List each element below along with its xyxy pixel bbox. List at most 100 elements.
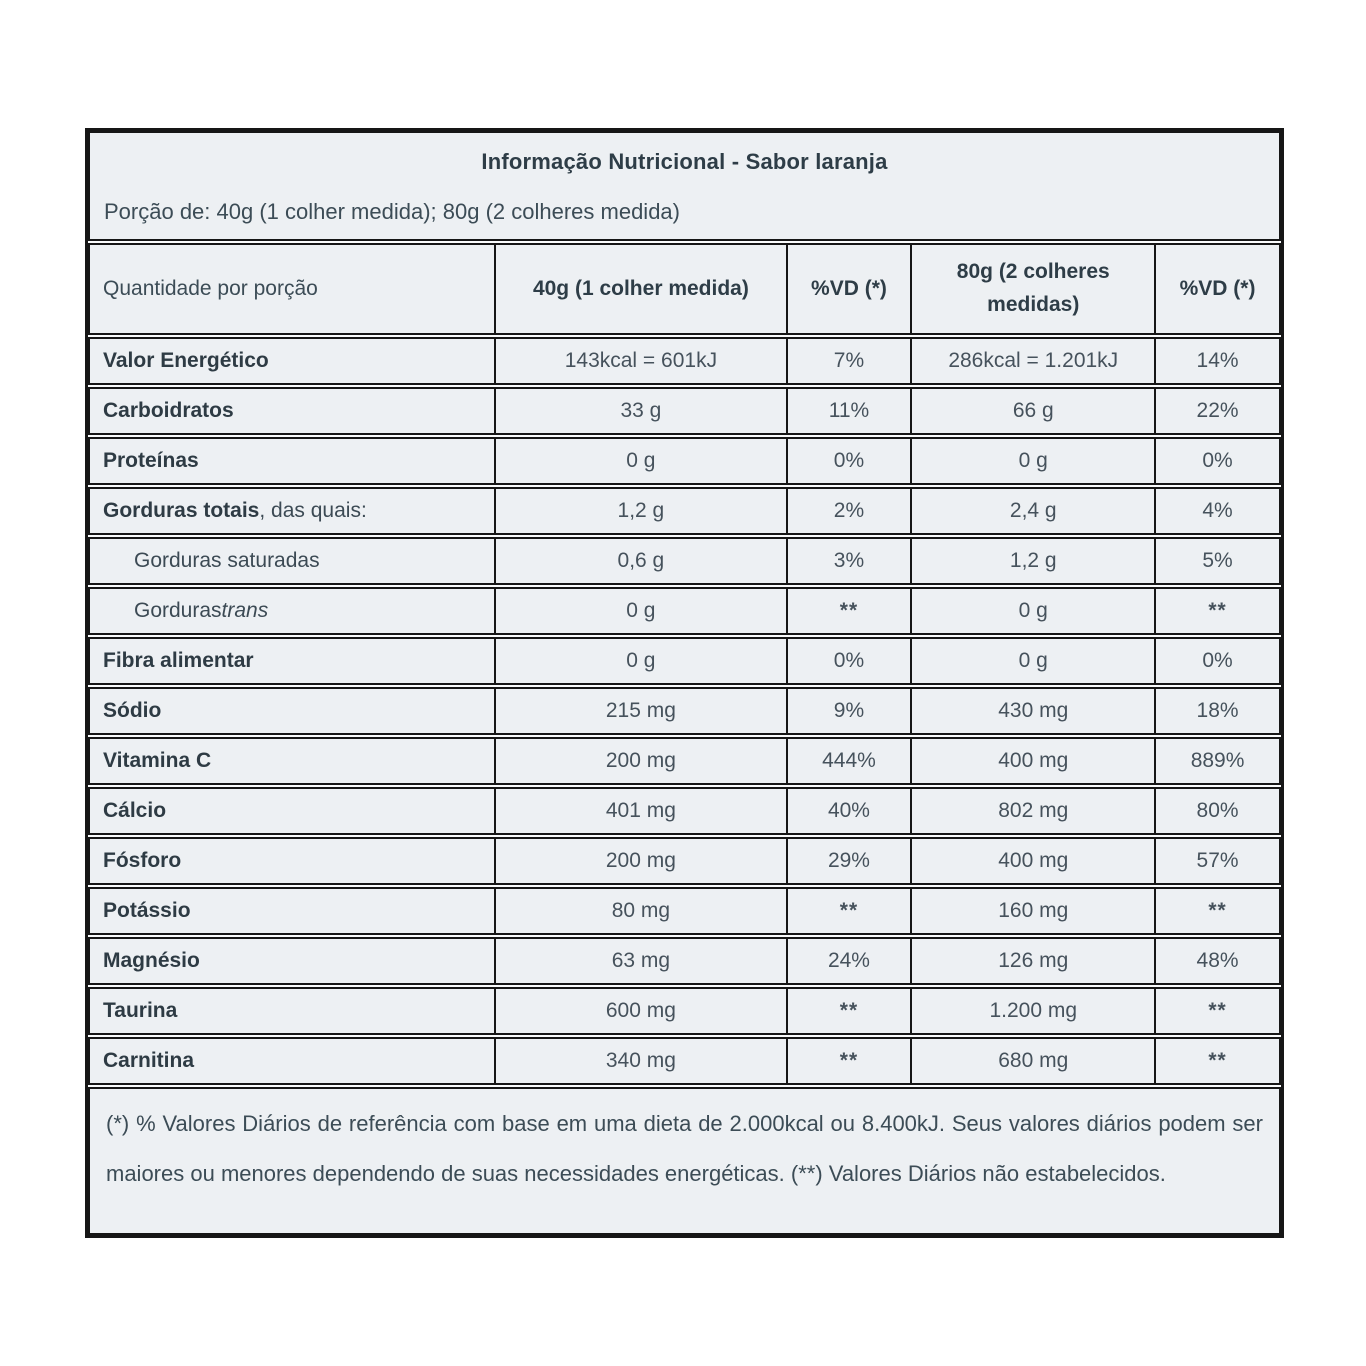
vd-percent-40g: 11%	[785, 389, 911, 433]
value-80g: 286kcal = 1.201kJ	[910, 339, 1154, 383]
vd-percent-40g: **	[785, 1039, 911, 1083]
vd-percent-40g: 3%	[785, 539, 911, 583]
row-label: Magnésio	[90, 939, 494, 983]
table-row: Proteínas 0 g 0% 0 g 0%	[88, 437, 1281, 485]
header-40g-serving: 40g (1 colher medida)	[494, 245, 785, 333]
row-label-bold: Proteínas	[103, 449, 199, 472]
row-label-bold: Valor Energético	[103, 349, 269, 372]
row-label: Carnitina	[90, 1039, 494, 1083]
row-label-bold: Sódio	[103, 699, 162, 722]
vd-percent-80g: 22%	[1154, 389, 1279, 433]
row-label-bold: Magnésio	[103, 949, 200, 972]
vd-percent-80g: 18%	[1154, 689, 1279, 733]
row-label-bold: Carboidratos	[103, 399, 234, 422]
header-80g-serving: 80g (2 colheres medidas)	[910, 245, 1154, 333]
row-label: Potássio	[90, 889, 494, 933]
value-80g: 2,4 g	[910, 489, 1154, 533]
vd-percent-40g: **	[785, 989, 911, 1033]
vd-percent-40g: 0%	[785, 439, 911, 483]
rows-container: Valor Energético 143kcal = 601kJ 7% 286kcal…	[88, 337, 1281, 1085]
vd-percent-40g: 0%	[785, 639, 911, 683]
vd-percent-80g: **	[1154, 989, 1279, 1033]
row-label-bold: Cálcio	[103, 799, 167, 822]
footnote-text: (*) % Valores Diários de referência com …	[106, 1111, 1263, 1186]
value-40g: 200 mg	[494, 839, 785, 883]
value-80g: 0 g	[910, 439, 1154, 483]
value-80g: 400 mg	[910, 739, 1154, 783]
row-label-bold: Fibra alimentar	[103, 649, 254, 672]
vd-percent-80g: **	[1154, 1039, 1279, 1083]
serving-size-line: Porção de: 40g (1 colher medida); 80g (2…	[104, 199, 680, 224]
table-row: Potássio 80 mg ** 160 mg **	[88, 887, 1281, 935]
table-row: Gorduras saturadas 0,6 g 3% 1,2 g 5%	[88, 537, 1281, 585]
value-40g: 600 mg	[494, 989, 785, 1033]
table-row: Taurina 600 mg ** 1.200 mg **	[88, 987, 1281, 1035]
value-80g: 1,2 g	[910, 539, 1154, 583]
row-label: Fósforo	[90, 839, 494, 883]
vd-percent-40g: **	[785, 889, 911, 933]
table-row: Carboidratos 33 g 11% 66 g 22%	[88, 387, 1281, 435]
vd-percent-80g: 4%	[1154, 489, 1279, 533]
row-label-bold: Taurina	[103, 999, 178, 1022]
row-label: Valor Energético	[90, 339, 494, 383]
value-80g: 680 mg	[910, 1039, 1154, 1083]
table-row: Magnésio 63 mg 24% 126 mg 48%	[88, 937, 1281, 985]
row-label-bold: Vitamina C	[103, 749, 212, 772]
value-80g: 0 g	[910, 639, 1154, 683]
vd-percent-40g: 24%	[785, 939, 911, 983]
vd-percent-80g: 48%	[1154, 939, 1279, 983]
value-80g: 160 mg	[910, 889, 1154, 933]
header-row: Quantidade por porção 40g (1 colher medi…	[88, 243, 1281, 335]
row-label-regular: Gorduras	[134, 599, 222, 622]
header-vd-percent-80g: %VD (*)	[1154, 245, 1279, 333]
value-80g: 0 g	[910, 589, 1154, 633]
table-row: Gorduras trans 0 g ** 0 g **	[88, 587, 1281, 635]
vd-percent-80g: 14%	[1154, 339, 1279, 383]
value-40g: 0,6 g	[494, 539, 785, 583]
row-label-bold: Gorduras totais	[103, 499, 260, 522]
row-label-regular: Gorduras saturadas	[134, 549, 320, 572]
value-40g: 340 mg	[494, 1039, 785, 1083]
vd-percent-80g: 889%	[1154, 739, 1279, 783]
footnote-block: (*) % Valores Diários de referência com …	[88, 1087, 1281, 1235]
vd-percent-80g: 0%	[1154, 639, 1279, 683]
title-block: Informação Nutricional - Sabor laranja P…	[88, 131, 1281, 241]
table-row: Cálcio 401 mg 40% 802 mg 80%	[88, 787, 1281, 835]
value-40g: 0 g	[494, 589, 785, 633]
table-row: Fibra alimentar 0 g 0% 0 g 0%	[88, 637, 1281, 685]
table-row: Valor Energético 143kcal = 601kJ 7% 286kcal…	[88, 337, 1281, 385]
vd-percent-80g: 5%	[1154, 539, 1279, 583]
row-label: Fibra alimentar	[90, 639, 494, 683]
row-label: Sódio	[90, 689, 494, 733]
vd-percent-40g: 444%	[785, 739, 911, 783]
value-80g: 66 g	[910, 389, 1154, 433]
value-40g: 80 mg	[494, 889, 785, 933]
row-label: Gorduras saturadas	[90, 539, 494, 583]
row-label: Taurina	[90, 989, 494, 1033]
vd-percent-80g: 0%	[1154, 439, 1279, 483]
header-vd-percent-40g: %VD (*)	[785, 245, 911, 333]
table-row: Sódio 215 mg 9% 430 mg 18%	[88, 687, 1281, 735]
value-40g: 63 mg	[494, 939, 785, 983]
table-row: Fósforo 200 mg 29% 400 mg 57%	[88, 837, 1281, 885]
row-label-bold: Carnitina	[103, 1049, 195, 1072]
value-40g: 1,2 g	[494, 489, 785, 533]
value-40g: 0 g	[494, 639, 785, 683]
value-40g: 401 mg	[494, 789, 785, 833]
table-title: Informação Nutricional - Sabor laranja	[481, 149, 888, 174]
vd-percent-80g: **	[1154, 589, 1279, 633]
row-label: Cálcio	[90, 789, 494, 833]
row-label-bold: Fósforo	[103, 849, 182, 872]
vd-percent-80g: 57%	[1154, 839, 1279, 883]
value-40g: 0 g	[494, 439, 785, 483]
value-80g: 126 mg	[910, 939, 1154, 983]
vd-percent-40g: 9%	[785, 689, 911, 733]
row-label: Proteínas	[90, 439, 494, 483]
header-quantity-per-serving: Quantidade por porção	[103, 276, 318, 300]
vd-percent-40g: 29%	[785, 839, 911, 883]
row-label: Carboidratos	[90, 389, 494, 433]
vd-percent-40g: 40%	[785, 789, 911, 833]
vd-percent-40g: 7%	[785, 339, 911, 383]
row-label-regular: , das quais:	[259, 499, 367, 522]
vd-percent-80g: **	[1154, 889, 1279, 933]
